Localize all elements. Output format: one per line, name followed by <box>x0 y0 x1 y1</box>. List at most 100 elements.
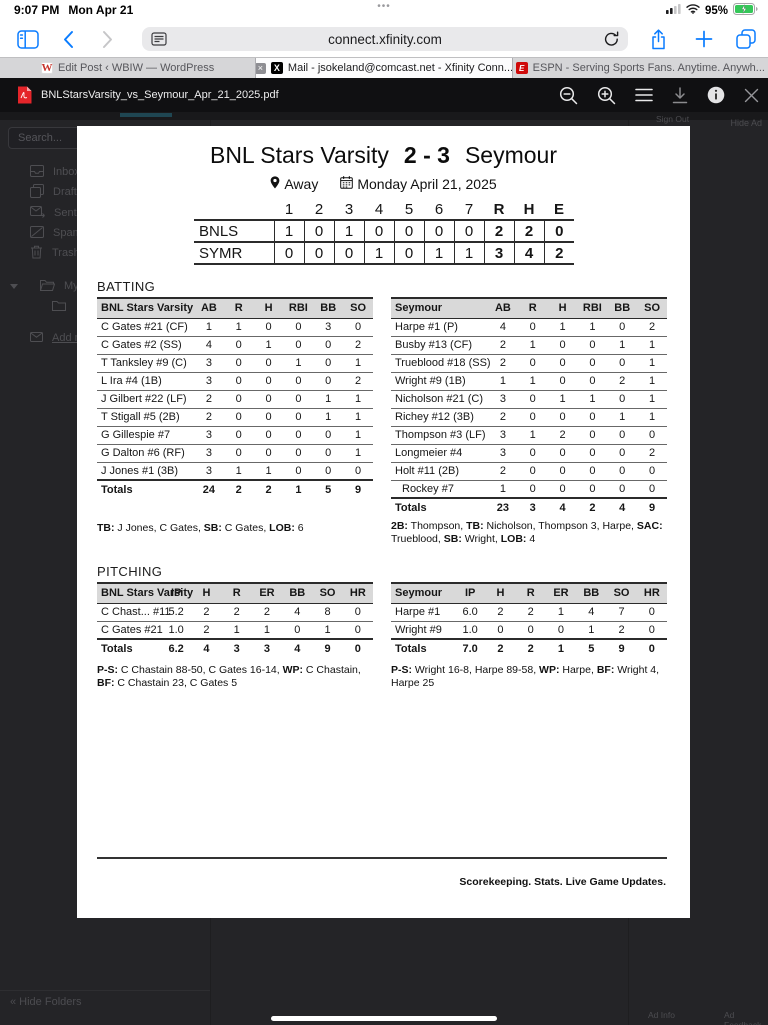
close-tab-button[interactable]: × <box>256 62 266 74</box>
forward-button[interactable] <box>96 27 120 51</box>
team-header: BNL Stars Varsity <box>97 297 194 319</box>
tab-xfinity-mail[interactable]: × X Mail - jsokeland@comcast.net - Xfini… <box>256 58 513 78</box>
stat-value: 1 <box>577 390 608 409</box>
back-button[interactable] <box>56 27 80 51</box>
download-button[interactable] <box>672 86 688 104</box>
total-value: 1 <box>545 638 577 657</box>
player-name: Harpe #1 (P) <box>391 318 488 337</box>
stat-value: 2 <box>251 603 283 622</box>
ad-feedback-link[interactable]: Ad Feedback <box>724 1010 762 1025</box>
away-team-name: Seymour <box>464 142 557 168</box>
total-value: 7.0 <box>455 638 486 657</box>
stat-value: 2 <box>515 603 546 622</box>
sidebar-item-subfolder[interactable] <box>52 300 66 314</box>
sidebar-toggle-button[interactable] <box>16 27 40 51</box>
player-row: Harpe #1 (P) 4 0 1 1 0 2 <box>391 318 667 337</box>
tab-espn[interactable]: E ESPN - Serving Sports Fans. Anytime. A… <box>512 58 768 78</box>
tabs-overview-button[interactable] <box>734 27 758 51</box>
reader-icon[interactable] <box>151 32 167 49</box>
menu-icon[interactable] <box>635 88 653 102</box>
sidebar-item-trash[interactable]: Trash <box>30 245 80 260</box>
stat-col-header: IP <box>161 582 192 604</box>
inbox-icon <box>30 164 44 180</box>
totals-label: Totals <box>97 479 194 498</box>
player-row: T Tanksley #9 (C) 3 0 0 1 0 1 <box>97 354 373 373</box>
hide-ad-link[interactable]: Hide Ad <box>730 118 762 128</box>
player-name: Holt #11 (2B) <box>391 462 488 481</box>
stat-value: 1 <box>283 354 314 373</box>
stat-value: 0 <box>223 408 254 427</box>
player-row: Thompson #3 (LF) 3 1 2 0 0 0 <box>391 426 667 445</box>
stat-value: 1 <box>251 621 283 640</box>
player-name: Thompson #3 (LF) <box>391 426 488 445</box>
hide-folders-link[interactable]: « Hide Folders <box>10 996 82 1008</box>
url-field[interactable]: connect.xfinity.com <box>142 27 628 51</box>
player-row: C Gates #21 (CF) 1 1 0 0 3 0 <box>97 318 373 337</box>
stat-value: 2 <box>191 621 222 640</box>
ad-info-link[interactable]: Ad Info <box>648 1010 675 1020</box>
total-value: 9 <box>637 497 667 516</box>
share-button[interactable] <box>646 27 670 51</box>
sidebar-item-sent[interactable]: Sent <box>30 205 77 220</box>
player-name: T Tanksley #9 (C) <box>97 354 194 373</box>
url-text: connect.xfinity.com <box>328 31 442 47</box>
stat-value: 0 <box>223 336 254 355</box>
location-pin-icon <box>270 176 280 192</box>
home-indicator[interactable] <box>271 1016 497 1021</box>
total-value: 4 <box>191 638 222 657</box>
close-pdf-button[interactable] <box>744 88 759 103</box>
stat-value: 0 <box>517 354 548 373</box>
inning-score: 0 <box>303 241 334 265</box>
stat-value: 1 <box>313 408 344 427</box>
total-value: 3 <box>221 638 252 657</box>
player-name: J Gilbert #22 (LF) <box>97 390 194 409</box>
batting-table-seymour: Seymour AB R H RBI BB SO Harpe #1 (P) 4 0 1 1 0 2 Busb… <box>391 297 667 516</box>
stat-value: 2 <box>343 336 373 355</box>
sidebar-item-spam[interactable]: Spam <box>30 225 82 240</box>
stat-value: 0 <box>223 444 254 463</box>
stat-value: 0 <box>283 408 314 427</box>
stat-value: 0 <box>547 480 578 499</box>
stat-col-header: SO <box>343 297 373 319</box>
home-team-name: BNL Stars Varsity <box>209 142 389 168</box>
stat-value: 0 <box>253 444 284 463</box>
stat-value: 2 <box>221 603 252 622</box>
player-row: C Gates #21 1.0 2 1 1 0 1 0 <box>97 621 373 640</box>
stat-col-header: SO <box>606 582 637 604</box>
game-date: Monday April 21, 2025 <box>357 176 497 192</box>
new-tab-button[interactable] <box>692 27 716 51</box>
sidebar-item-drafts[interactable]: Drafts <box>30 183 82 199</box>
totals-row: Totals 6.2 4 3 3 4 9 0 <box>97 638 373 657</box>
sidebar-item-add-mailbox[interactable]: Add m <box>30 331 84 345</box>
reload-button[interactable] <box>604 31 619 50</box>
stat-value: 0 <box>577 408 608 427</box>
stat-value: 2 <box>488 462 518 481</box>
sidebar-item-inbox[interactable]: Inbox <box>30 164 80 180</box>
team-header: Seymour <box>391 582 455 604</box>
stat-value: 2 <box>606 621 637 640</box>
tab-wordpress[interactable]: W Edit Post ‹ WBIW — WordPress <box>0 58 257 78</box>
sign-out-link[interactable]: Sign Out <box>656 114 690 124</box>
stat-value: 1 <box>343 426 373 445</box>
multitask-dots: ••• <box>377 1 391 12</box>
battery-charging-icon <box>733 3 758 18</box>
zoom-out-button[interactable] <box>559 86 578 105</box>
stat-value: 0 <box>313 354 344 373</box>
total-value: 9 <box>312 638 343 657</box>
info-button[interactable] <box>707 86 725 104</box>
stat-col-header: R <box>223 297 254 319</box>
stat-value: 3 <box>194 426 224 445</box>
totals-label: Totals <box>391 497 488 516</box>
stat-col-header: IP <box>455 582 486 604</box>
zoom-in-button[interactable] <box>597 86 616 105</box>
stat-value: 0 <box>283 444 314 463</box>
rhe-value: 3 <box>483 241 514 265</box>
wordpress-favicon: W <box>41 62 54 74</box>
inning-score: 1 <box>333 219 364 242</box>
stat-value: 1 <box>576 621 607 640</box>
linescore-table: 1 2 3 4 5 6 7 R H E BNLS 1 0 1 0 0 0 0 2 2 0 SYMR 0 0 0 1 0 1 1 3 4 2 <box>194 199 574 265</box>
total-value: 4 <box>282 638 313 657</box>
stat-col-header: HR <box>342 582 373 604</box>
stat-col-header: BB <box>576 582 607 604</box>
